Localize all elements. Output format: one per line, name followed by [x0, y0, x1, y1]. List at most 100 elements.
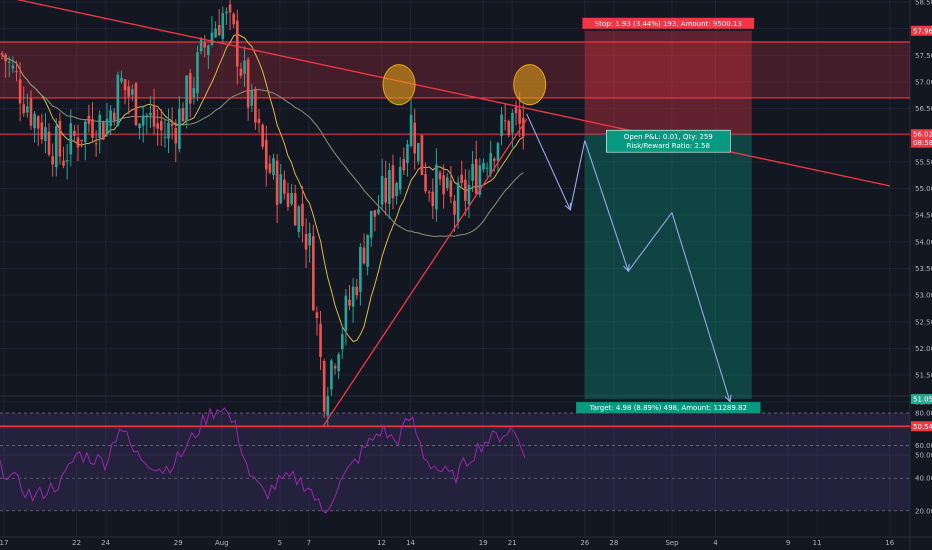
candle-body	[257, 118, 261, 123]
candle-body	[413, 122, 416, 154]
candle-body	[91, 119, 94, 138]
candle-body	[319, 323, 322, 357]
price-badge: 57.96	[911, 25, 932, 36]
x-tick-label: 28	[609, 539, 618, 547]
candle-body	[210, 32, 214, 45]
candle-body	[308, 233, 311, 246]
candle-body	[33, 113, 36, 129]
candle-body	[76, 137, 80, 148]
candle-body	[366, 234, 369, 267]
candle-body	[453, 200, 456, 215]
projection-segment	[569, 140, 586, 210]
candle-body	[217, 24, 221, 36]
candle-body	[369, 211, 373, 238]
candle-body	[467, 184, 471, 205]
candle-body	[185, 75, 188, 122]
candle-body	[395, 183, 398, 197]
y-tick-label: 55.00	[915, 185, 932, 193]
candle-body	[156, 123, 159, 129]
stop-label-text: Stop: 1.93 (3.44%) 193, Amount: 9500.13	[595, 20, 742, 28]
candle-body	[507, 120, 511, 136]
candle-body	[359, 246, 362, 293]
candle-body	[297, 206, 301, 233]
candle-body	[0, 53, 4, 55]
y-tick-label: 56.50	[915, 105, 932, 113]
y-tick-label: 53.50	[915, 265, 932, 273]
candle-body	[333, 366, 337, 369]
candle-body	[264, 139, 268, 170]
candle-body	[337, 354, 340, 372]
candle-body	[384, 177, 388, 203]
price-badge: 51.05	[911, 394, 932, 405]
x-tick-label: 21	[508, 539, 517, 547]
target-label-text: Target: 4.98 (8.89%) 498, Amount: 11289.…	[589, 404, 747, 412]
position-zones	[584, 30, 752, 400]
x-tick-label: 29	[174, 539, 183, 547]
projection-segment	[526, 113, 571, 211]
candle-body	[431, 191, 435, 207]
x-tick-label: 19	[479, 539, 488, 547]
price-badge: 56.02	[911, 129, 932, 140]
projection-path	[526, 113, 732, 403]
projection-segment	[671, 212, 731, 402]
candle-body	[167, 122, 170, 139]
candle-body	[283, 179, 286, 194]
open-pnl-text: Open P&L: 0.01, Qty: 259	[624, 133, 713, 141]
candle-body	[225, 11, 228, 14]
candle-body	[112, 112, 116, 121]
candle-body	[51, 156, 54, 165]
candle-body	[445, 177, 449, 188]
y-tick-label: 53.00	[915, 292, 932, 300]
candle-body	[62, 160, 65, 166]
candle-body	[196, 52, 199, 94]
candle-body	[438, 172, 442, 180]
candle-body	[456, 182, 460, 223]
candle-body	[94, 143, 98, 145]
candle-body	[203, 42, 207, 48]
candle-body	[489, 153, 492, 174]
candle-body	[87, 115, 91, 124]
candle-body	[116, 74, 120, 127]
candle-body	[228, 4, 232, 13]
candle-body	[47, 131, 51, 155]
candle-body	[26, 106, 29, 113]
y-tick-label: 54.00	[915, 238, 932, 246]
rsi-tick-label: 20.00	[915, 507, 932, 515]
candle-body	[145, 115, 149, 117]
candle-body	[170, 123, 174, 126]
candle-body	[236, 20, 239, 67]
candle-body	[232, 13, 235, 25]
x-tick-label: 16	[885, 539, 894, 547]
x-tick-label: 22	[72, 539, 81, 547]
candle-body	[22, 104, 26, 114]
candle-body	[11, 65, 15, 69]
y-tick-label: 50.00	[915, 452, 932, 460]
trendlines	[16, 0, 890, 427]
candle-body	[163, 136, 167, 138]
candle-body	[293, 193, 297, 226]
candle-body	[29, 98, 33, 126]
candle-body	[417, 143, 420, 162]
candle-body	[18, 79, 22, 104]
candle-body	[261, 124, 264, 147]
candle-body	[188, 73, 192, 104]
candle-body	[373, 210, 377, 217]
candle-body	[442, 175, 445, 195]
candle-body	[127, 86, 130, 97]
candle-body	[149, 112, 152, 116]
candle-body	[199, 38, 203, 52]
y-tick-label: 57.00	[915, 78, 932, 86]
rsi-band	[0, 413, 910, 511]
candle-body	[435, 164, 438, 210]
candle-body	[398, 166, 402, 190]
candle-body	[424, 173, 427, 192]
candle-body	[55, 126, 58, 168]
candle-body	[44, 127, 47, 141]
x-tick-label: 24	[101, 539, 110, 547]
x-tick-label: Sep	[665, 539, 679, 547]
candle-body	[344, 295, 348, 332]
price-badge-text: 57.96	[913, 27, 932, 35]
candle-body	[83, 121, 87, 142]
